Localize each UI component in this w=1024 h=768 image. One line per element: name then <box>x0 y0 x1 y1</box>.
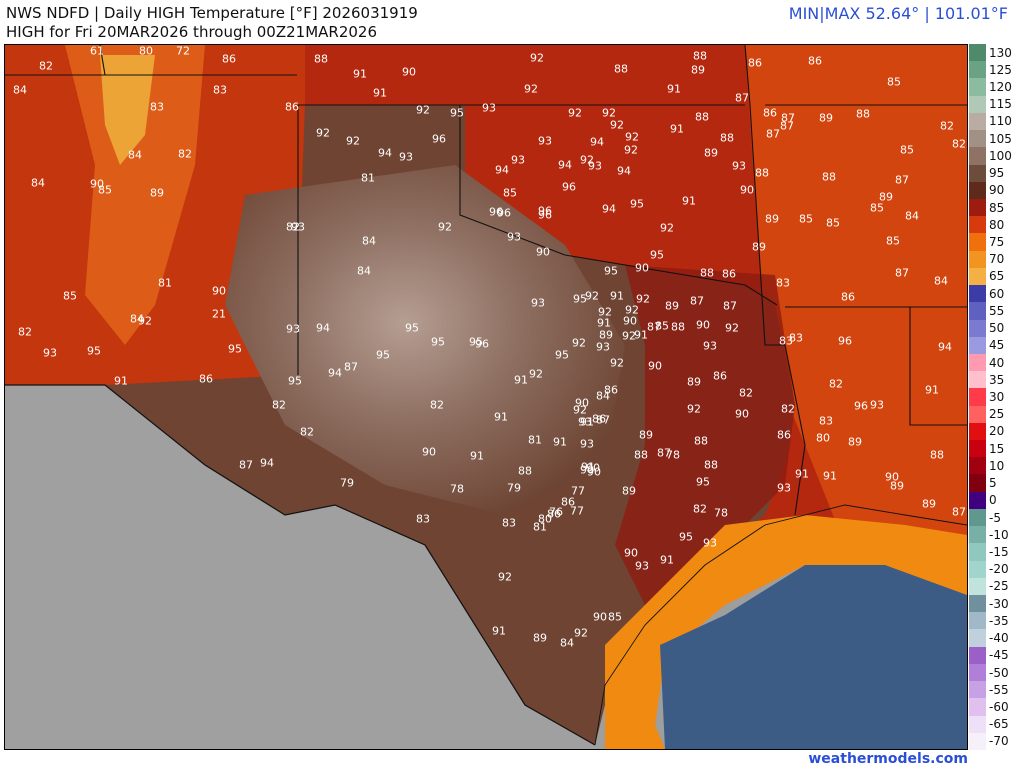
color-scale-segment <box>969 440 986 458</box>
color-scale-segment <box>969 198 986 217</box>
color-scale-tick-label: 50 <box>989 321 1005 336</box>
color-scale-tick-label: -15 <box>989 544 1009 559</box>
gulf-of-mexico <box>660 565 967 749</box>
color-scale-segment <box>969 112 986 131</box>
color-scale-segment <box>969 422 986 441</box>
map-canvas <box>5 45 967 749</box>
color-scale-segment <box>969 302 986 320</box>
color-scale-tick-label: -55 <box>989 682 1009 697</box>
color-scale-tick-label: -25 <box>989 579 1009 594</box>
color-scale-segment <box>969 560 986 579</box>
color-scale-tick-label: -70 <box>989 734 1009 749</box>
color-scale-tick-label: 90 <box>989 183 1005 198</box>
color-scale-segment <box>969 285 986 303</box>
color-scale-tick-label: 130 <box>989 45 1012 60</box>
color-scale-tick-label: 125 <box>989 62 1012 77</box>
color-scale-tick-label: -35 <box>989 613 1009 628</box>
color-scale-segment <box>969 681 986 699</box>
color-scale-tick-label: 5 <box>989 476 997 491</box>
color-scale-segment <box>969 147 986 166</box>
map-subtitle: HIGH for Fri 20MAR2026 through 00Z21MAR2… <box>6 23 378 41</box>
color-scale-tick-label: 35 <box>989 372 1005 387</box>
color-scale-segment <box>969 78 986 97</box>
color-scale-segment <box>969 61 986 79</box>
color-scale-segment <box>969 405 986 424</box>
color-scale-tick-label: -65 <box>989 717 1009 732</box>
color-scale-segment <box>969 44 986 62</box>
color-scale-tick-label: -20 <box>989 562 1009 577</box>
color-scale-tick-label: -5 <box>989 510 1001 525</box>
color-scale-tick-label: 105 <box>989 131 1012 146</box>
map-title: NWS NDFD | Daily HIGH Temperature [°F] 2… <box>6 4 418 22</box>
color-scale-tick-label: 30 <box>989 390 1005 404</box>
color-scale-tick-label: 100 <box>989 148 1012 163</box>
color-scale-tick-label: 65 <box>989 269 1005 284</box>
color-scale-segment <box>969 474 986 493</box>
color-scale-segment <box>969 181 986 200</box>
site-credit: weathermodels.com <box>808 751 968 767</box>
color-scale-segment <box>969 371 986 389</box>
color-scale-segment <box>969 233 986 252</box>
color-scale: 130 125 120 115 110 105 100 95 90 85 80 75 70 65 60 55 5… <box>969 44 1024 751</box>
mountain-band <box>65 45 205 345</box>
texas-warm-core <box>225 165 625 515</box>
color-scale-segment <box>969 629 986 648</box>
color-scale-tick-label: -45 <box>989 648 1009 663</box>
color-scale-tick-label: -50 <box>989 665 1009 680</box>
color-scale-segment <box>969 95 986 114</box>
color-scale-segment <box>969 319 986 338</box>
color-scale-tick-label: 115 <box>989 97 1012 112</box>
header: NWS NDFD | Daily HIGH Temperature [°F] 2… <box>0 0 1024 44</box>
color-scale-tick-label: -40 <box>989 631 1009 646</box>
color-scale-tick-label: 45 <box>989 338 1005 353</box>
color-scale-segment <box>969 612 986 630</box>
color-scale-segment <box>969 663 986 682</box>
mexico-region <box>5 385 605 749</box>
color-scale-segment <box>969 216 986 234</box>
color-scale-tick-label: 25 <box>989 407 1005 422</box>
color-scale-segment <box>969 130 986 148</box>
color-scale-tick-label: 75 <box>989 235 1005 250</box>
color-scale-tick-label: 120 <box>989 80 1012 95</box>
color-scale-segment <box>969 698 986 717</box>
color-scale-tick-label: -30 <box>989 596 1009 611</box>
color-scale-tick-label: 85 <box>989 200 1005 215</box>
color-scale-segment <box>969 336 986 355</box>
color-scale-segment <box>969 526 986 544</box>
color-scale-tick-label: 10 <box>989 458 1005 473</box>
color-scale-segment <box>969 457 986 475</box>
east-texas-band <box>615 265 795 605</box>
color-scale-segment <box>969 646 986 665</box>
color-scale-segment <box>969 353 986 372</box>
color-scale-tick-label: -60 <box>989 699 1009 714</box>
color-scale-segment <box>969 508 986 527</box>
color-scale-tick-label: -10 <box>989 527 1009 542</box>
temperature-map: 61 80 72 86 88 92 88 82 91 90 88 89 86 86 85 84 83 83 91 92… <box>4 44 968 750</box>
land-region-northeast <box>745 45 967 605</box>
color-scale-segment <box>969 595 986 613</box>
color-scale-segment <box>969 715 986 734</box>
color-scale-segment <box>969 577 986 596</box>
color-scale-tick-label: 15 <box>989 441 1005 456</box>
color-scale-tick-label: 40 <box>989 355 1005 370</box>
color-scale-segment <box>969 543 986 562</box>
color-scale-tick-label: 80 <box>989 217 1005 232</box>
color-scale-tick-label: 20 <box>989 424 1005 439</box>
color-scale-bar <box>969 44 986 751</box>
color-scale-tick-label: 95 <box>989 166 1005 181</box>
min-max-readout: MIN|MAX 52.64° | 101.01°F <box>788 4 1008 23</box>
color-scale-tick-label: 60 <box>989 286 1005 301</box>
color-scale-tick-label: 110 <box>989 114 1012 129</box>
state-borders <box>5 384 596 746</box>
color-scale-tick-label: 55 <box>989 303 1005 318</box>
color-scale-segment <box>969 164 986 183</box>
color-scale-tick-label: 70 <box>989 252 1005 267</box>
color-scale-segment <box>969 267 986 286</box>
color-scale-segment <box>969 388 986 407</box>
color-scale-segment <box>969 250 986 269</box>
color-scale-tick-label: 0 <box>989 493 997 508</box>
color-scale-segment <box>969 732 986 751</box>
high-peaks <box>100 55 155 165</box>
color-scale-segment <box>969 491 986 510</box>
